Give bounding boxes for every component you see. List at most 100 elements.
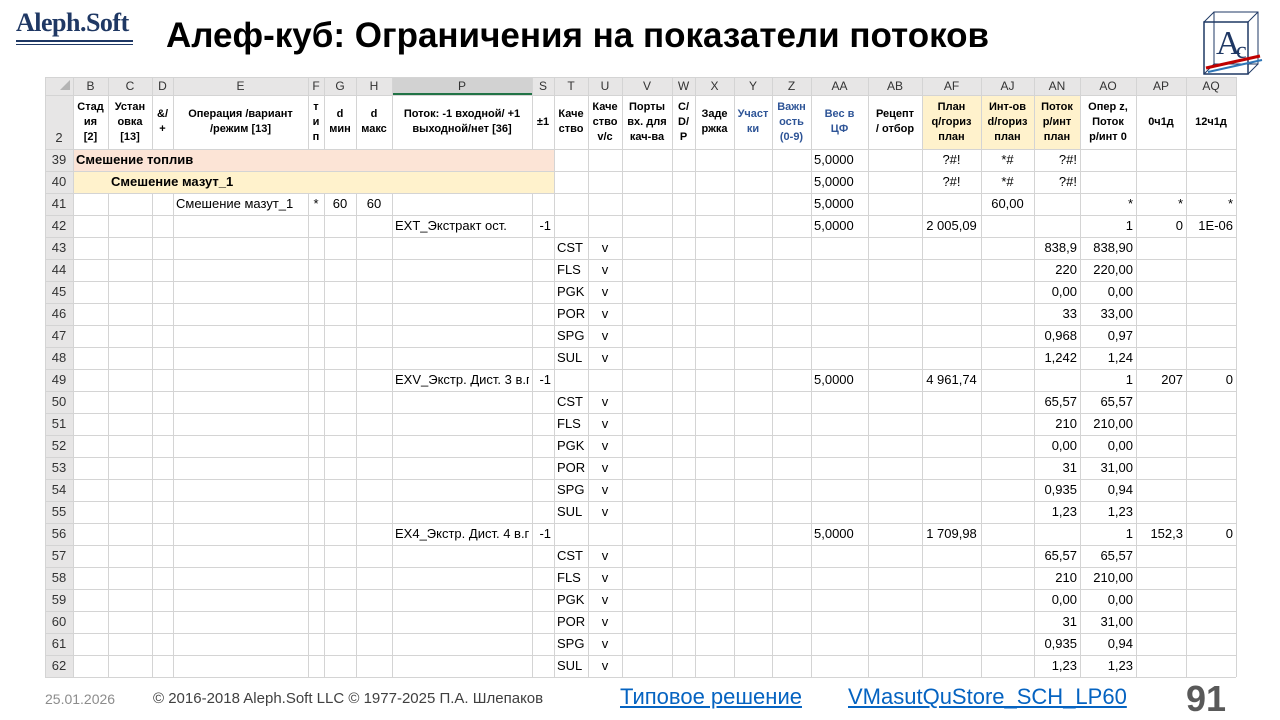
link[interactable]: VMasutQuStore_SCH_LP60: [848, 684, 1127, 709]
cell: 65,57: [1044, 394, 1077, 409]
cell: EXV_Экстр. Дист. 3 в.г: [395, 372, 529, 387]
cell: v: [601, 614, 609, 629]
header-line: &/: [157, 108, 168, 120]
column-letter: C: [125, 79, 135, 93]
row-number: 47: [51, 328, 67, 343]
header-line: [13]: [120, 130, 140, 143]
footer-date: 25.01.2026: [45, 691, 116, 707]
grid-line: [173, 77, 174, 677]
cell: 60: [366, 196, 382, 211]
cell: 838,90: [1093, 240, 1133, 255]
cell: v: [601, 284, 609, 299]
header-line: ость: [779, 115, 804, 128]
grid-line: [922, 77, 923, 677]
grid-line: [392, 77, 393, 677]
grid-line: [45, 95, 1236, 96]
grid-line: [45, 237, 1236, 238]
column-letter: AO: [1099, 79, 1117, 93]
row-number: 58: [51, 570, 67, 585]
grid-line: [554, 77, 555, 677]
row-number: 61: [51, 636, 67, 651]
column-letter: D: [158, 79, 167, 93]
grid-line: [45, 77, 46, 677]
cell: *: [1227, 196, 1233, 211]
header-line: мин: [329, 123, 351, 135]
grid-line: [45, 655, 1236, 656]
cell: 60: [332, 196, 348, 211]
cell: v: [601, 350, 609, 365]
header-line: Поток: -1 входной/ +1: [403, 108, 521, 120]
cell: SUL: [557, 658, 583, 673]
cell: v: [601, 262, 609, 277]
column-letter: E: [236, 79, 245, 93]
logo-underline: [16, 40, 133, 42]
cell: 210: [1055, 416, 1077, 431]
header-line: ЦФ: [830, 123, 849, 135]
header-line: р/инт: [1042, 115, 1072, 128]
cell: 5,0000: [814, 196, 854, 211]
row-number: 46: [51, 306, 67, 321]
header-line: Инт-ов: [988, 100, 1027, 113]
cell: 1,23: [1107, 504, 1133, 519]
grid-line: [588, 77, 589, 677]
grid-line: [45, 259, 1236, 260]
grid-line: [356, 77, 357, 677]
grid-line: [45, 149, 1236, 150]
link[interactable]: Типовое решение: [620, 684, 802, 709]
row-number: 60: [51, 614, 67, 629]
cell: 5,0000: [814, 152, 854, 167]
cell: SUL: [557, 350, 583, 365]
column-header: Опер z, Поток р/инт 0: [1080, 95, 1136, 149]
grid-line: [45, 171, 1236, 172]
column-letter: H: [369, 79, 379, 93]
header-line: / отбор: [875, 123, 915, 135]
header-fill: [922, 95, 981, 149]
column-letter: P: [457, 79, 466, 93]
column-letter: V: [642, 79, 651, 93]
cell: 220,00: [1093, 262, 1133, 277]
row-number: 42: [51, 218, 67, 233]
header-line: +: [159, 123, 166, 135]
cell: ?#!: [1058, 152, 1077, 167]
row-number: 49: [51, 372, 67, 387]
cell: 0,00: [1107, 284, 1133, 299]
grid-line: [108, 77, 109, 677]
header-line: ±1: [536, 115, 550, 128]
column-header: Вес в ЦФ: [811, 95, 868, 149]
column-letter: G: [335, 79, 345, 93]
cell: *#: [1001, 152, 1014, 167]
cell: 0: [1225, 372, 1233, 387]
column-header: Каче ство: [554, 95, 588, 149]
column-header: Заде ржка: [695, 95, 734, 149]
header-line: Устан: [114, 100, 146, 113]
cell: 31,00: [1100, 460, 1133, 475]
column-letter: AN: [1048, 79, 1066, 93]
header-line: План: [937, 100, 966, 113]
column-header: &/ +: [152, 95, 173, 149]
header-line: Каче: [592, 100, 618, 113]
cell: FLS: [557, 262, 581, 277]
cell: 0,00: [1107, 438, 1133, 453]
cell: v: [601, 636, 609, 651]
cell: v: [601, 482, 609, 497]
grid-line: [152, 77, 153, 677]
header-line: Важн: [777, 100, 806, 113]
cell: v: [601, 240, 609, 255]
header-line: 0ч1д: [1148, 115, 1174, 128]
header-line: Рецепт: [875, 108, 915, 120]
column-header: Рецепт / отбор: [868, 95, 922, 149]
row-header-bar: [45, 95, 73, 677]
grid-line: [45, 215, 1236, 216]
header-line: план: [1043, 130, 1071, 143]
grid-line: [1034, 77, 1035, 677]
cell: SPG: [557, 636, 585, 651]
header-line: Участ: [737, 108, 769, 120]
cell: 152,3: [1150, 526, 1183, 541]
header-line: выходной/нет [36]: [412, 123, 512, 135]
cell: -1: [539, 372, 551, 387]
cell: CST: [557, 240, 583, 255]
cell: Смешение мазут_1: [176, 196, 294, 211]
grid-line: [45, 369, 1236, 370]
cell: Смешение мазут_1: [111, 174, 234, 189]
